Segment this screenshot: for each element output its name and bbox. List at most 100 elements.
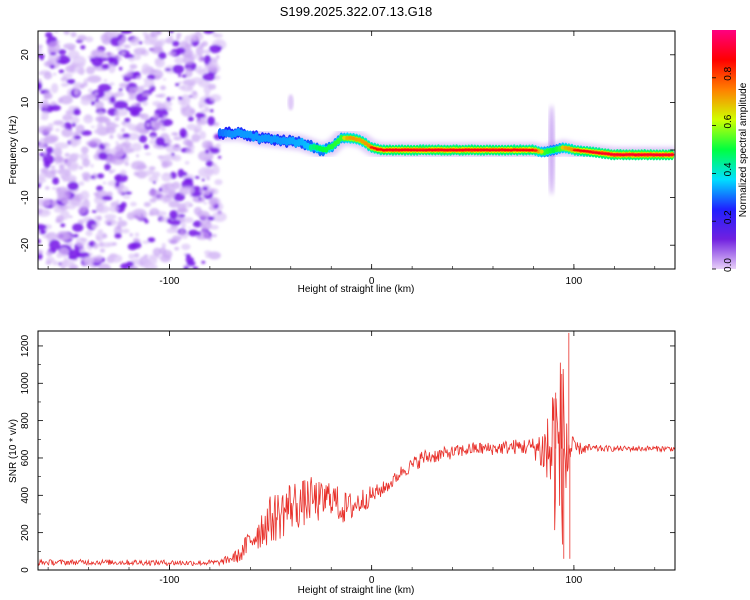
ridge-cell	[648, 153, 653, 156]
noise-blob	[205, 160, 214, 167]
snr-frame	[37, 330, 676, 571]
noise-blob	[200, 219, 212, 231]
noise-blob	[45, 32, 53, 38]
noise-blob	[38, 249, 44, 255]
noise-blob	[147, 237, 156, 243]
noise-blob	[199, 43, 205, 49]
noise-blob	[71, 122, 76, 127]
noise-blob	[179, 128, 187, 139]
noise-blob	[59, 95, 74, 105]
noise-blob	[198, 100, 207, 108]
noise-blob	[194, 124, 202, 133]
noise-blob	[110, 31, 120, 37]
noise-blob	[131, 142, 142, 152]
noise-blob	[120, 128, 126, 133]
figure-title: S199.2025.322.07.13.G18	[280, 4, 433, 19]
noise-blob	[150, 33, 155, 38]
noise-blob	[115, 46, 123, 51]
noise-blob	[187, 226, 191, 229]
snr-y-tick-label: 1200	[20, 334, 31, 357]
noise-blob	[151, 135, 156, 140]
noise-blob	[118, 88, 123, 91]
colorbar: 0.0 0.2 0.4 0.6 0.8 Normalized spectral ampl…	[712, 30, 749, 272]
noise-blob	[63, 31, 70, 35]
noise-blob	[177, 207, 189, 214]
noise-blob	[144, 219, 149, 224]
noise-blob	[85, 140, 98, 147]
noise-blob	[38, 183, 42, 188]
noise-blob	[168, 200, 180, 208]
noise-blob	[187, 229, 199, 237]
noise-blob	[143, 201, 151, 207]
noise-blob	[120, 263, 131, 269]
noise-blob	[172, 154, 182, 162]
noise-blob	[90, 100, 96, 106]
noise-blob	[167, 51, 176, 56]
noise-blob	[117, 91, 125, 97]
noise-blob	[72, 153, 80, 159]
snr-y-tick-label: 1000	[20, 372, 31, 395]
noise-blob	[128, 95, 136, 100]
noise-blob	[199, 131, 207, 140]
noise-blob	[102, 142, 109, 146]
noise-blob	[209, 199, 218, 207]
noise-blob	[184, 161, 190, 165]
noise-blob	[95, 205, 110, 214]
noise-blob	[117, 220, 128, 227]
noise-blob	[121, 141, 132, 148]
noise-blob	[142, 100, 149, 106]
noise-blob	[130, 241, 142, 249]
noise-blob	[128, 57, 135, 62]
noise-blob	[136, 164, 148, 170]
noise-blob	[121, 121, 126, 125]
spectrogram-y-axis: -20 -10 0 10 20	[20, 49, 675, 252]
noise-blob	[171, 152, 175, 157]
noise-blob	[186, 123, 197, 131]
spectrogram-x-tick-label: -100	[159, 276, 179, 287]
noise-blob	[115, 124, 120, 127]
noise-blob	[204, 93, 211, 98]
noise-blob	[211, 163, 217, 166]
noise-blob	[123, 53, 135, 59]
noise-blob	[111, 168, 116, 173]
ridge-speck	[287, 94, 294, 111]
noise-blob	[164, 173, 168, 176]
noise-blob	[80, 97, 91, 106]
noise-blob	[49, 52, 57, 56]
noise-blob	[127, 132, 140, 141]
noise-blob	[198, 197, 202, 201]
snr-x-axis: -100 0 100	[47, 331, 656, 586]
noise-blob	[208, 236, 212, 241]
noise-blob	[160, 85, 166, 91]
colorbar-ramp	[712, 30, 736, 269]
noise-blob	[178, 96, 183, 100]
noise-blob	[41, 170, 49, 175]
noise-blob	[67, 50, 80, 59]
noise-blob	[113, 225, 123, 237]
noise-blob	[47, 41, 61, 54]
noise-blob	[54, 142, 69, 149]
noise-blob	[201, 260, 206, 264]
spectrogram-y-tick-label: 20	[20, 49, 31, 61]
noise-blob	[202, 186, 209, 191]
noise-blob	[104, 219, 116, 225]
noise-blob	[197, 66, 203, 69]
noise-blob	[49, 64, 55, 69]
noise-blob	[212, 233, 217, 238]
noise-blob	[39, 229, 46, 235]
noise-blob	[115, 141, 119, 145]
noise-blob	[134, 232, 140, 237]
noise-blob	[146, 74, 156, 81]
noise-blob	[38, 105, 43, 110]
spectrogram-x-tick-label: 0	[369, 276, 375, 287]
noise-blob	[209, 94, 222, 102]
noise-blob	[93, 129, 100, 134]
snr-y-tick-label: 600	[20, 449, 31, 466]
noise-blob	[38, 238, 41, 244]
noise-blob	[120, 51, 126, 55]
noise-blob	[180, 94, 191, 106]
noise-blob	[205, 254, 210, 259]
noise-blob	[199, 49, 208, 54]
noise-blob	[201, 140, 212, 150]
noise-blob	[210, 147, 220, 154]
